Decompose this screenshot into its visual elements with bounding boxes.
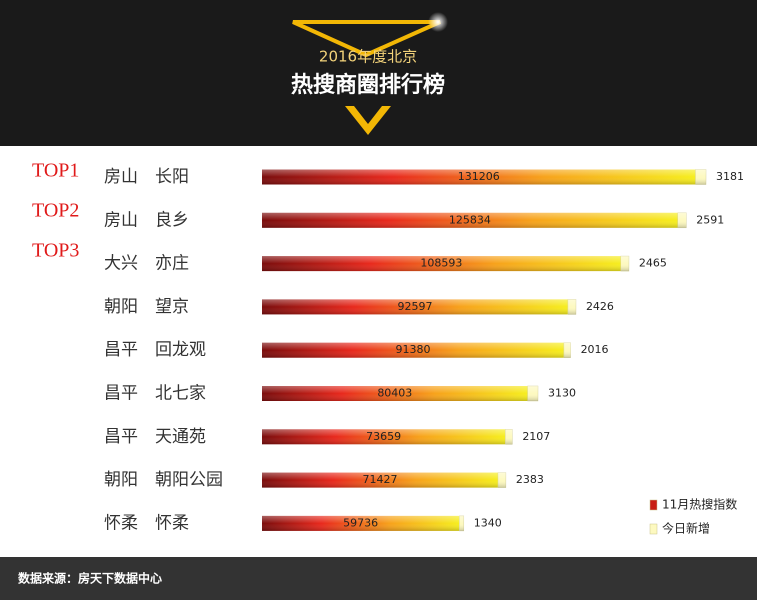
bar-shine — [695, 169, 706, 185]
header-triangle — [292, 20, 441, 58]
district-label: 大兴 — [104, 254, 138, 274]
bar-shine — [262, 299, 568, 315]
chart-title: 2016年度北京 — [319, 48, 417, 66]
value-label: 108593 — [420, 257, 462, 270]
category-label: 朝阳公园 — [155, 470, 223, 490]
bar-shine — [262, 169, 696, 185]
value-label: 3130 — [548, 387, 576, 400]
value-label: 2591 — [696, 213, 724, 226]
district-label: 昌平 — [104, 427, 138, 447]
footer-bg — [0, 557, 757, 600]
category-label: 亦庄 — [155, 254, 189, 274]
value-label: 92597 — [397, 300, 432, 313]
rank-label: TOP3 — [32, 240, 79, 262]
value-label: 131206 — [458, 170, 500, 183]
bar-shine — [262, 515, 460, 531]
value-label: 59736 — [343, 516, 378, 529]
bar-shine — [567, 299, 576, 315]
legend-label: 今日新增 — [662, 521, 710, 536]
legend-label: 11月热搜指数 — [662, 497, 737, 512]
district-label: 朝阳 — [104, 470, 138, 490]
district-label: 房山 — [104, 210, 138, 230]
value-label: 91380 — [395, 343, 430, 356]
bar-shine — [620, 256, 629, 272]
bar-shine — [459, 515, 464, 531]
legend-swatch — [649, 499, 658, 511]
category-label: 北七家 — [155, 384, 206, 404]
district-label: 昌平 — [104, 384, 138, 404]
bar-shine — [262, 256, 621, 272]
legend-swatch — [649, 523, 658, 535]
bar-shine — [262, 212, 678, 228]
chart-subtitle: 热搜商圈排行榜 — [291, 72, 445, 98]
rank-label: TOP1 — [32, 160, 79, 182]
header-chevron — [345, 106, 391, 135]
bar-shine — [563, 342, 571, 358]
value-label: 71427 — [362, 473, 397, 486]
category-label: 怀柔 — [155, 513, 189, 533]
value-label: 2107 — [522, 430, 550, 443]
bar-shine — [527, 386, 538, 401]
value-label: 2426 — [586, 300, 614, 313]
bar-shine — [497, 472, 506, 488]
bar-shine — [677, 212, 687, 228]
value-label: 2016 — [581, 343, 609, 356]
value-label: 80403 — [377, 387, 412, 400]
value-label: 125834 — [449, 213, 491, 226]
bar-shine — [262, 342, 564, 358]
district-label: 房山 — [104, 167, 138, 187]
district-label: 朝阳 — [104, 297, 138, 317]
category-label: 天通苑 — [155, 427, 206, 447]
category-label: 良乡 — [155, 210, 189, 230]
rank-label: TOP2 — [32, 200, 79, 222]
district-label: 昌平 — [104, 340, 138, 360]
category-label: 望京 — [155, 297, 189, 317]
value-label: 1340 — [474, 516, 502, 529]
bar-shine — [262, 386, 528, 401]
bar-shine — [505, 429, 513, 445]
sparkle — [428, 12, 448, 32]
bar-shine — [262, 472, 498, 488]
bar-shine — [262, 429, 506, 445]
source: 数据来源：房天下数据中心 — [18, 571, 162, 586]
value-label: 73659 — [366, 430, 401, 443]
value-label: 3181 — [716, 170, 744, 183]
district-label: 怀柔 — [104, 513, 138, 533]
value-label: 2383 — [516, 473, 544, 486]
value-label: 2465 — [639, 257, 667, 270]
category-label: 长阳 — [155, 167, 189, 187]
category-label: 回龙观 — [155, 340, 206, 360]
